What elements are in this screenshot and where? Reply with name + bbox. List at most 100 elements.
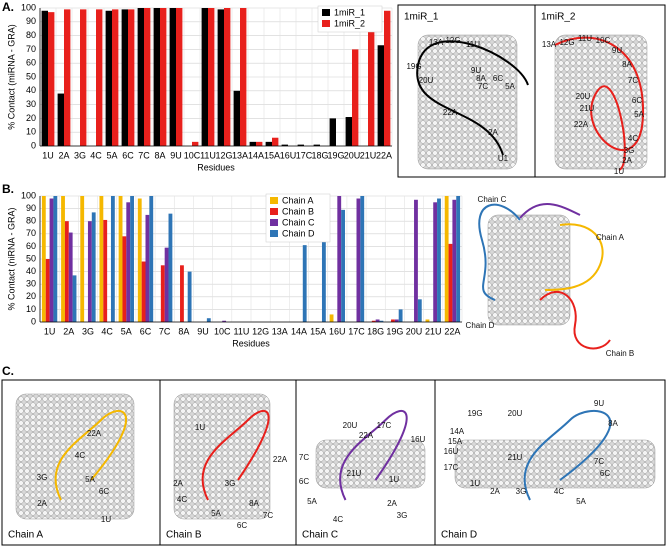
residue-label: 21U [580,104,595,113]
y-tick-label: 0 [31,140,36,150]
rna-ribbon [54,409,127,501]
image-title: Chain B [166,530,202,541]
residue-label: 8A [249,499,259,508]
residue-label: 17C [377,421,392,430]
x-tick-label: 12G [215,150,232,160]
y-tick-label: 90 [26,16,36,26]
protein-surface [315,439,426,489]
x-tick-label: 21U [425,326,442,336]
bar [87,221,92,322]
y-tick-label: 40 [26,266,36,276]
legend-swatch [270,197,278,204]
x-tick-label: 6C [140,326,152,336]
x-tick-label: 3G [82,326,94,336]
residue-label: 6C [600,469,610,478]
bar [456,196,461,322]
residue-label: 1U [614,167,624,176]
protein-surface [173,393,271,520]
x-tick-label: 20U [406,326,423,336]
image-title: 1miR_1 [404,12,439,23]
bar [249,141,256,146]
bar [121,9,128,146]
residue-label: 4C [333,515,343,524]
residue-label: 22A [443,108,458,117]
bar [345,117,352,146]
residue-label: 15A [448,437,463,446]
x-tick-label: 9U [170,150,182,160]
image-title: Chain D [441,530,477,541]
residue-label: 11U [578,34,592,43]
bar [192,141,199,146]
bar [153,8,160,146]
y-tick-label: 60 [26,58,36,68]
residue-label: 14A [450,427,465,436]
bar [352,49,359,146]
bar [384,10,391,147]
x-tick-label: 17C [348,326,365,336]
x-tick-label: 14A [248,150,264,160]
x-tick-label: 4C [101,326,113,336]
bar [208,8,215,146]
bar [41,10,48,147]
residue-label: 16U [444,447,459,456]
x-tick-label: 18G [367,326,384,336]
residue-label: 3G [516,487,527,496]
legend-label: Chain A [282,195,314,205]
y-tick-label: 70 [26,228,36,238]
x-axis-label: Residues [197,162,235,172]
bar [337,196,342,322]
residue-label: 19G [467,409,482,418]
bar [371,320,376,322]
bar [425,319,430,322]
x-tick-label: 20U [344,150,361,160]
bar [137,8,144,146]
residue-label: Chain D [466,321,495,330]
x-tick-label: 18G [311,150,328,160]
bar [64,221,69,322]
bar [112,9,119,146]
x-tick-label: 19G [386,326,403,336]
bar [414,199,418,322]
residue-label: 5A [634,110,644,119]
bar [137,198,142,322]
residue-label: 5A [211,509,221,518]
residue-label: 4C [177,495,187,504]
residue-label: 5A [576,497,586,506]
bar [41,196,46,322]
x-tick-label: 7C [138,150,150,160]
residue-label: 2A [488,128,498,137]
bar [379,320,384,322]
y-tick-label: 80 [26,216,36,226]
y-tick-label: 20 [26,291,36,301]
residue-label: 7C [299,453,309,462]
rna-ribbon [544,223,604,291]
x-tick-label: 13A [272,326,288,336]
image-title: Chain C [302,530,338,541]
x-tick-label: 5A [106,150,117,160]
bar [110,196,115,322]
bar [103,219,108,322]
bar [180,265,184,322]
image-title: Chain A [8,530,43,541]
residue-label: 7C [478,82,488,91]
y-tick-label: 30 [26,99,36,109]
bar [149,196,154,322]
bar [201,8,208,146]
residue-label: 5A [505,82,515,91]
bar [53,196,58,322]
y-axis-label: % Contact (miRNA - GRA) [6,24,16,130]
x-tick-label: 9U [197,326,209,336]
x-tick-label: 1U [42,150,54,160]
residue-label: 3G [37,473,48,482]
x-tick-label: 7C [159,326,171,336]
x-tick-label: 21U [360,150,377,160]
rna-ribbon [523,409,612,501]
bar [145,214,150,322]
y-tick-label: 90 [26,203,36,213]
y-tick-label: 10 [26,304,36,314]
x-tick-label: 12G [252,326,269,336]
bar [128,9,135,146]
bar [394,319,399,322]
x-tick-label: 8A [154,150,165,160]
bar [224,8,231,146]
